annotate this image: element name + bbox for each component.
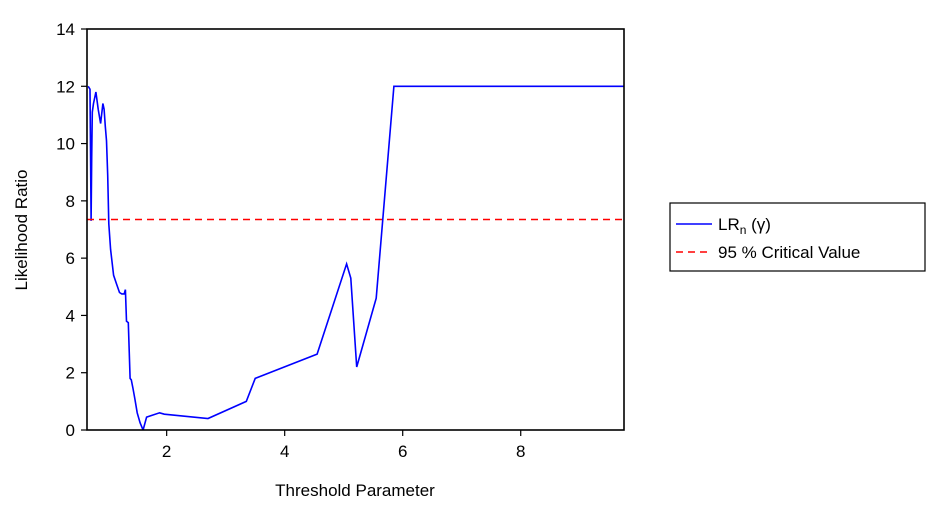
plot-layer (87, 85, 624, 430)
plot-frame (86, 28, 625, 431)
x-axis-title: Threshold Parameter (275, 481, 435, 500)
legend: LRn (γ) 95 % Critical Value (669, 202, 926, 272)
y-tick-label: 8 (66, 192, 75, 211)
y-tick-label: 10 (56, 135, 75, 154)
x-tick-label: 8 (516, 442, 525, 461)
y-tick-label: 0 (66, 421, 75, 440)
legend-label-2: 95 % Critical Value (718, 243, 860, 262)
y-tick-label: 14 (56, 20, 75, 39)
series-line-1 (87, 85, 624, 430)
x-tick-label: 2 (162, 442, 171, 461)
legend-label-1: LRn (γ) (718, 215, 771, 237)
y-tick-label: 4 (66, 306, 75, 325)
axes-layer: 0 2 4 6 8 10 12 14 2 4 6 8 (56, 20, 625, 461)
x-tick-label: 6 (398, 442, 407, 461)
x-tick-label: 4 (280, 442, 289, 461)
legend-box (669, 202, 926, 272)
y-tick-label: 2 (66, 364, 75, 383)
y-axis-title: Likelihood Ratio (12, 170, 31, 291)
y-tick-label: 6 (66, 249, 75, 268)
y-tick-label: 12 (56, 77, 75, 96)
